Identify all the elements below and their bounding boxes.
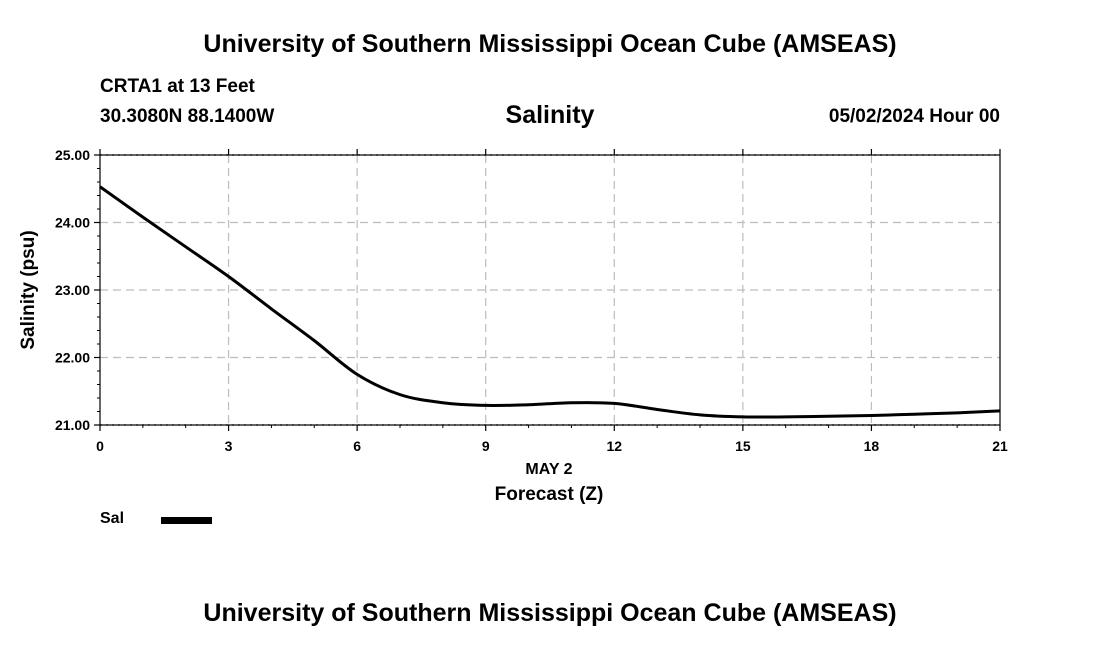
y-axis-title: Salinity (psu) bbox=[18, 230, 39, 349]
x-axis-title: Forecast (Z) bbox=[495, 484, 604, 505]
x-tick-label: 0 bbox=[96, 438, 104, 454]
x-tick-label: 9 bbox=[482, 438, 490, 454]
forecast-datetime: 05/02/2024 Hour 00 bbox=[828, 106, 1000, 127]
chart-title-bottom: University of Southern Mississippi Ocean… bbox=[203, 599, 897, 627]
x-tick-label: 12 bbox=[606, 438, 622, 454]
station-coordinates: 30.3080N 88.1400W bbox=[100, 106, 275, 127]
x-tick-label: 3 bbox=[225, 438, 233, 454]
axis-label-layer: MAY 2 Forecast (Z) Salinity (psu) bbox=[18, 230, 603, 505]
y-tick-label: 25.00 bbox=[55, 147, 90, 163]
tick-layer: 0 3 6 9 12 15 18 21 21.00 22.00 23.00 24.00 25.00 bbox=[55, 147, 1008, 454]
series-layer bbox=[99, 185, 1001, 419]
y-tick-label: 21.00 bbox=[55, 417, 90, 433]
station-label: CRTA1 at 13 Feet bbox=[100, 76, 255, 97]
legend-label: Sal bbox=[100, 510, 125, 527]
y-tick-label: 23.00 bbox=[55, 282, 90, 298]
x-axis-date-label: MAY 2 bbox=[525, 461, 572, 478]
y-tick-label: 24.00 bbox=[55, 215, 90, 231]
grid-layer bbox=[100, 154, 1000, 426]
legend-line-swatch bbox=[161, 517, 212, 524]
x-tick-label: 15 bbox=[735, 438, 751, 454]
x-tick-label: 21 bbox=[992, 438, 1008, 454]
variable-title: Salinity bbox=[505, 101, 595, 129]
y-tick-label: 22.00 bbox=[55, 350, 90, 366]
x-tick-label: 18 bbox=[864, 438, 880, 454]
series-line-sal bbox=[99, 185, 1001, 419]
chart-title-top: University of Southern Mississippi Ocean… bbox=[203, 30, 897, 58]
x-tick-label: 6 bbox=[353, 438, 361, 454]
